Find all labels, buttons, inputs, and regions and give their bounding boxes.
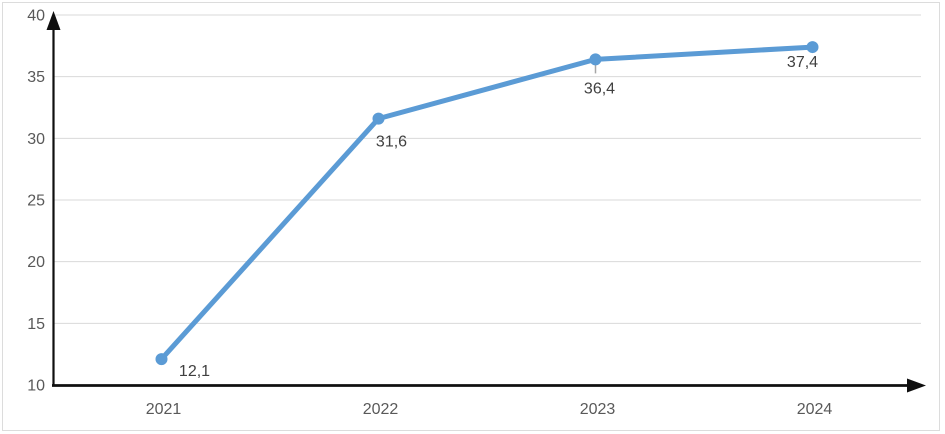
y-tick-label: 20 <box>27 254 45 271</box>
y-tick-label: 35 <box>27 69 45 86</box>
data-point <box>372 112 385 125</box>
y-tick-label: 40 <box>27 8 45 25</box>
x-tick-label: 2023 <box>580 401 616 418</box>
series-line <box>159 44 815 362</box>
y-axis-arrow-icon <box>46 11 61 30</box>
data-label: 36,4 <box>584 80 615 97</box>
y-tick-label: 30 <box>27 131 45 148</box>
data-label: 37,4 <box>787 54 818 71</box>
y-tick-label: 10 <box>27 378 45 395</box>
data-point <box>589 53 602 66</box>
x-tick-label: 2024 <box>797 401 833 418</box>
data-point <box>155 353 168 366</box>
x-tick-label: 2021 <box>146 401 182 418</box>
data-label: 12,1 <box>179 363 210 380</box>
y-tick-label: 15 <box>27 316 45 333</box>
x-tick-label: 2022 <box>363 401 399 418</box>
data-point <box>806 41 819 54</box>
y-tick-label: 25 <box>27 193 45 210</box>
x-axis-arrow-icon <box>907 378 926 393</box>
data-label: 31,6 <box>376 134 407 151</box>
